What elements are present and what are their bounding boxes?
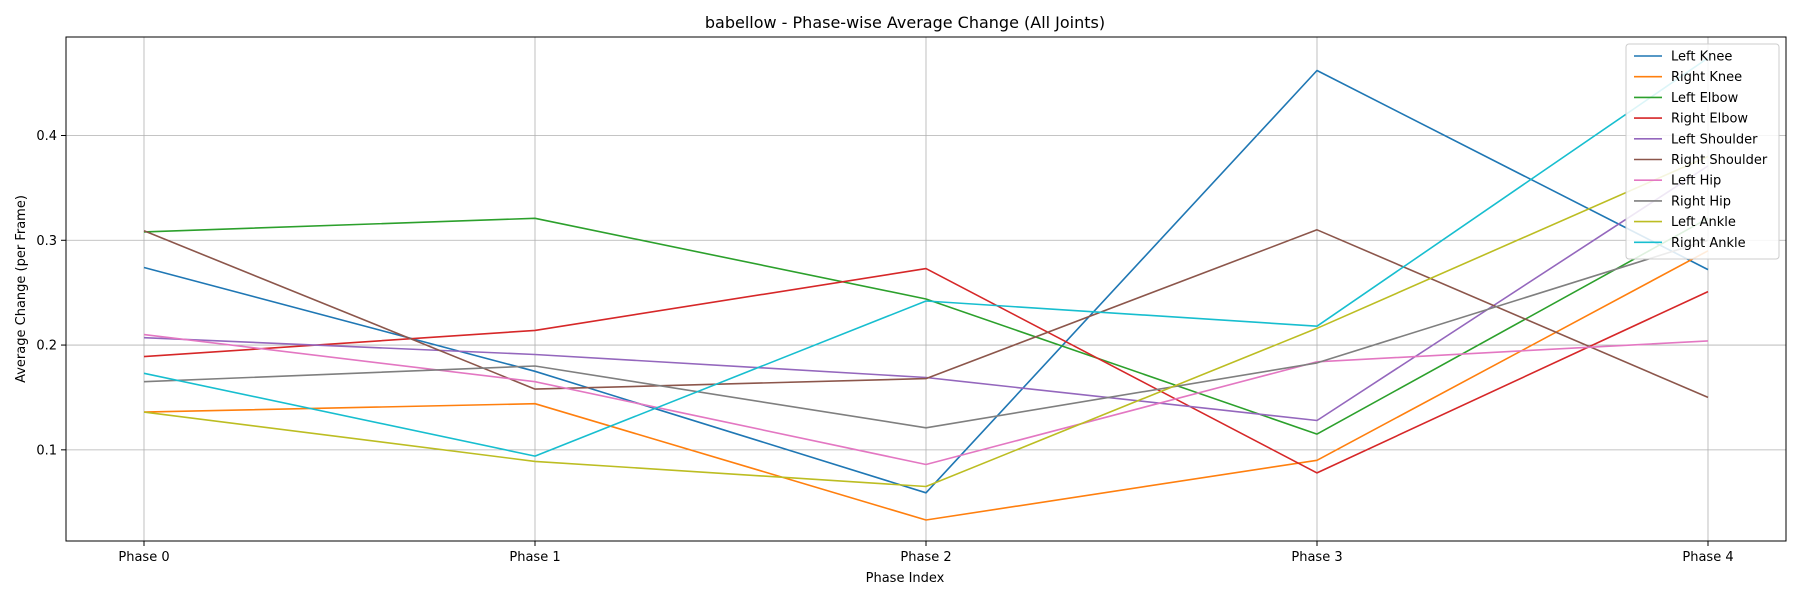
y-tick-label: 0.1 (36, 443, 57, 458)
x-tick-label: Phase 2 (900, 550, 951, 565)
legend-entry: Left Shoulder (1671, 132, 1758, 147)
y-tick-label: 0.3 (36, 234, 57, 249)
x-axis-label: Phase Index (866, 571, 945, 586)
legend-entry: Right Ankle (1671, 236, 1746, 251)
x-tick-label: Phase 4 (1682, 550, 1733, 565)
legend-entry: Left Ankle (1671, 215, 1736, 230)
legend-entry: Left Knee (1671, 50, 1732, 65)
series-line-right-hip (143, 239, 1709, 429)
legend-entry: Right Knee (1671, 70, 1742, 85)
x-tick-label: Phase 0 (118, 550, 169, 565)
series-line-right-shoulder (143, 229, 1709, 399)
x-axis-ticks: Phase 0 Phase 1 Phase 2 Phase 3 Phase 4 (118, 541, 1734, 565)
y-axis-label: Average Change (per Frame) (14, 195, 29, 383)
series-line-left-shoulder (143, 165, 1709, 422)
legend-box (1625, 43, 1780, 260)
series-line-left-hip (143, 333, 1709, 466)
legend-entry: Right Elbow (1671, 112, 1748, 127)
legend-entry: Left Elbow (1671, 91, 1739, 106)
legend-entry: Left Hip (1671, 174, 1721, 189)
y-tick-label: 0.2 (36, 339, 57, 354)
legend-entry: Right Hip (1671, 194, 1731, 209)
chart-title: babellow - Phase-wise Average Change (Al… (705, 13, 1105, 32)
y-axis-ticks: 0.1 0.2 0.3 0.4 (36, 129, 66, 458)
x-tick-label: Phase 1 (509, 550, 560, 565)
series-line-right-elbow (143, 267, 1709, 474)
legend: Left Knee Right Knee Left Elbow Right Elbow… (1625, 43, 1780, 260)
y-tick-label: 0.4 (36, 129, 57, 144)
legend-entry: Right Shoulder (1671, 153, 1768, 168)
series-line-left-elbow (143, 217, 1709, 435)
series-line-right-knee (143, 250, 1709, 521)
grid (66, 37, 1786, 541)
x-tick-label: Phase 3 (1291, 550, 1342, 565)
series-line-left-ankle (143, 155, 1709, 488)
series-lines (143, 57, 1709, 521)
series-line-right-ankle (143, 57, 1709, 457)
